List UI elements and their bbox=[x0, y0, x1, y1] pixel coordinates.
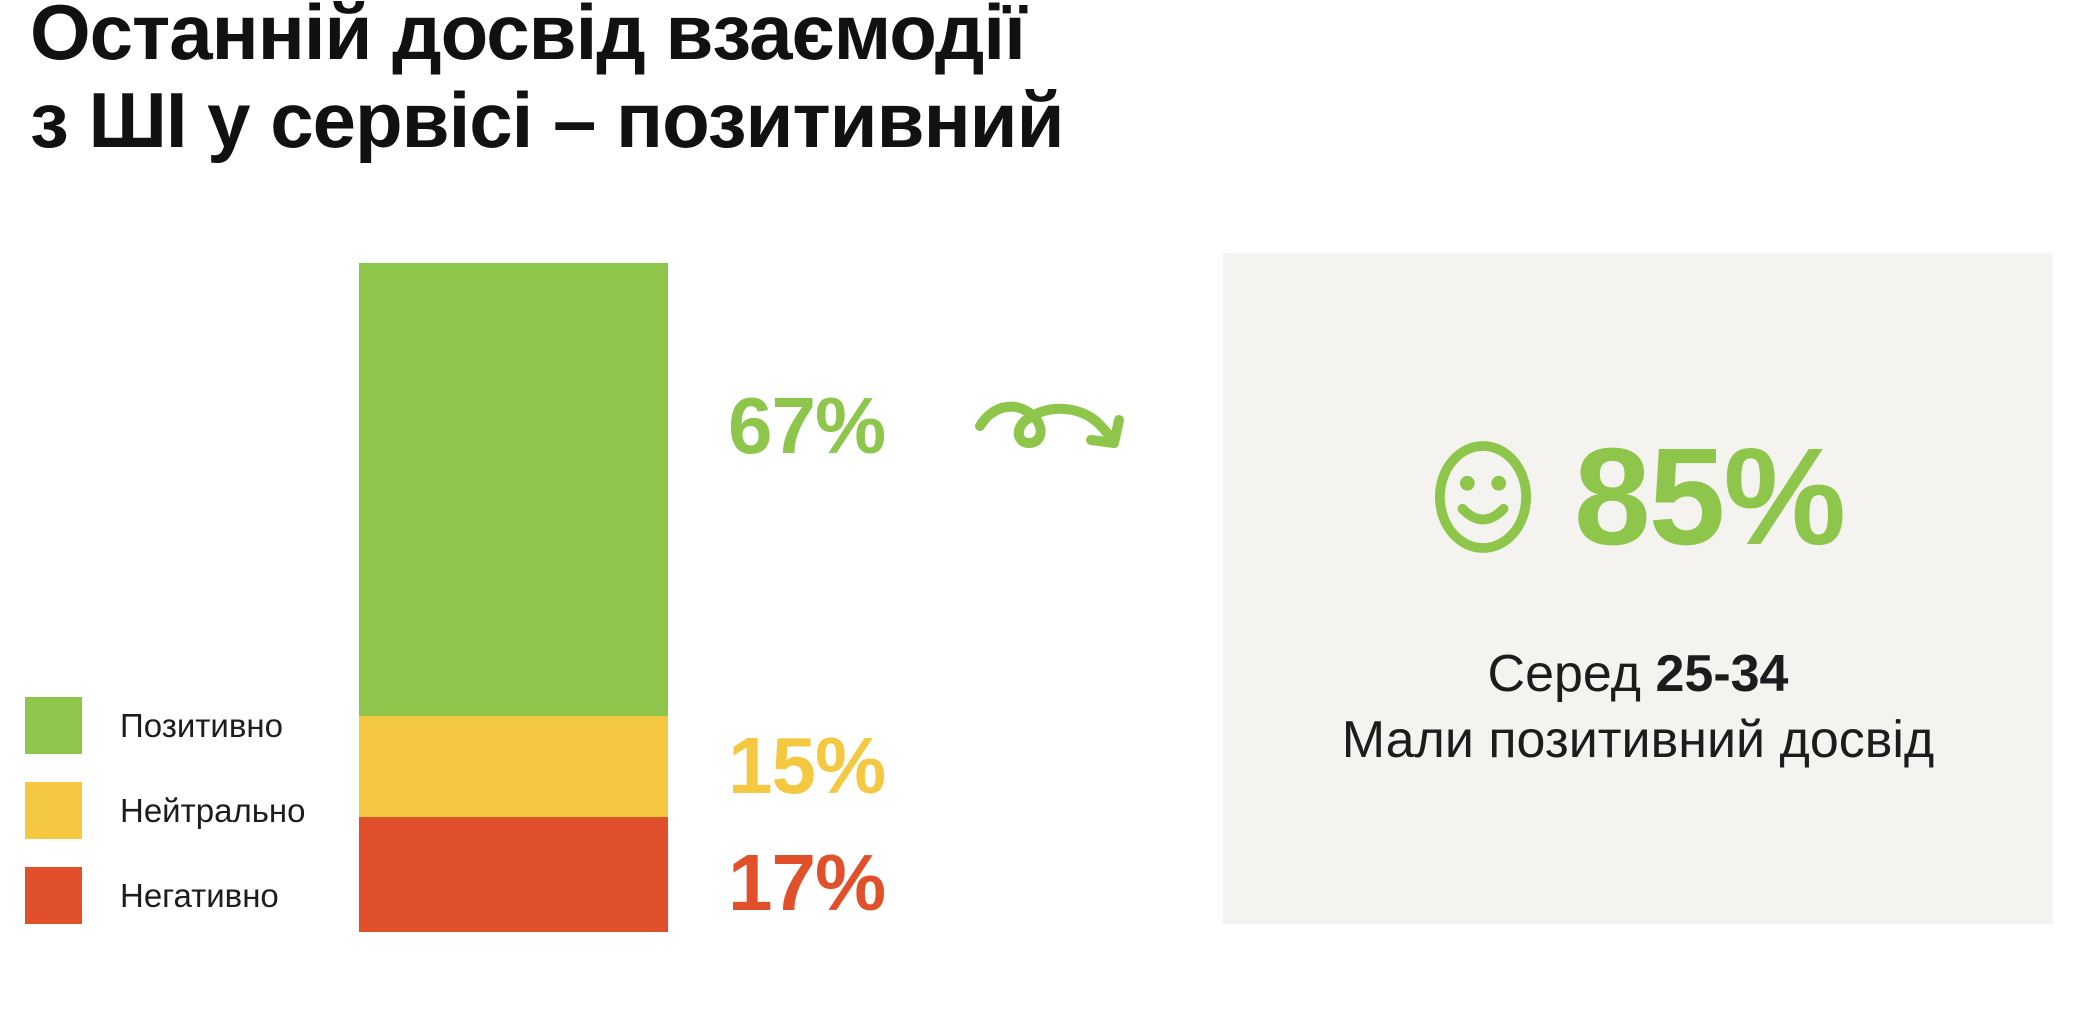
chart-legend: Позитивно Нейтрально Негативно bbox=[25, 697, 305, 952]
bar-segment-neutral bbox=[359, 715, 668, 818]
highlight-card: 85% Серед 25-34 Мали позитивний досвід bbox=[1223, 253, 2053, 924]
legend-swatch-positive-icon bbox=[25, 697, 82, 754]
stacked-bar-chart bbox=[359, 263, 668, 932]
caption-age-group: 25-34 bbox=[1655, 645, 1789, 703]
percentage-label-negative: 17% bbox=[728, 838, 886, 927]
page-title: Останній досвід взаємодії з ШІ у сервісі… bbox=[30, 0, 1065, 164]
legend-label-neutral: Нейтрально bbox=[120, 791, 306, 829]
callout-caption: Серед 25-34 Мали позитивний досвід bbox=[1223, 641, 2053, 773]
bar-segment-positive bbox=[359, 263, 668, 716]
callout-caption-line-1: Серед 25-34 bbox=[1223, 641, 2053, 707]
legend-swatch-negative-icon bbox=[25, 867, 82, 924]
legend-label-negative: Негативно bbox=[120, 876, 279, 914]
legend-item-neutral: Нейтрально bbox=[25, 782, 305, 839]
title-line-1: Останній досвід взаємодії bbox=[30, 0, 1026, 76]
curved-arrow-icon bbox=[975, 401, 1124, 448]
percentage-label-neutral: 15% bbox=[728, 721, 886, 810]
percentage-label-positive: 67% bbox=[728, 381, 886, 470]
legend-item-negative: Негативно bbox=[25, 867, 305, 924]
bar-segment-negative bbox=[359, 817, 668, 932]
callout-percentage: 85% bbox=[1573, 420, 1846, 574]
title-line-2: з ШІ у сервісі – позитивний bbox=[30, 76, 1065, 164]
legend-label-positive: Позитивно bbox=[120, 706, 283, 744]
legend-swatch-neutral-icon bbox=[25, 782, 82, 839]
callout-stat: 85% bbox=[1223, 428, 2053, 566]
smiley-face-icon bbox=[1434, 441, 1531, 553]
callout-caption-line-2: Мали позитивний досвід bbox=[1341, 711, 1935, 769]
legend-item-positive: Позитивно bbox=[25, 697, 305, 754]
caption-prefix: Серед bbox=[1487, 645, 1656, 703]
